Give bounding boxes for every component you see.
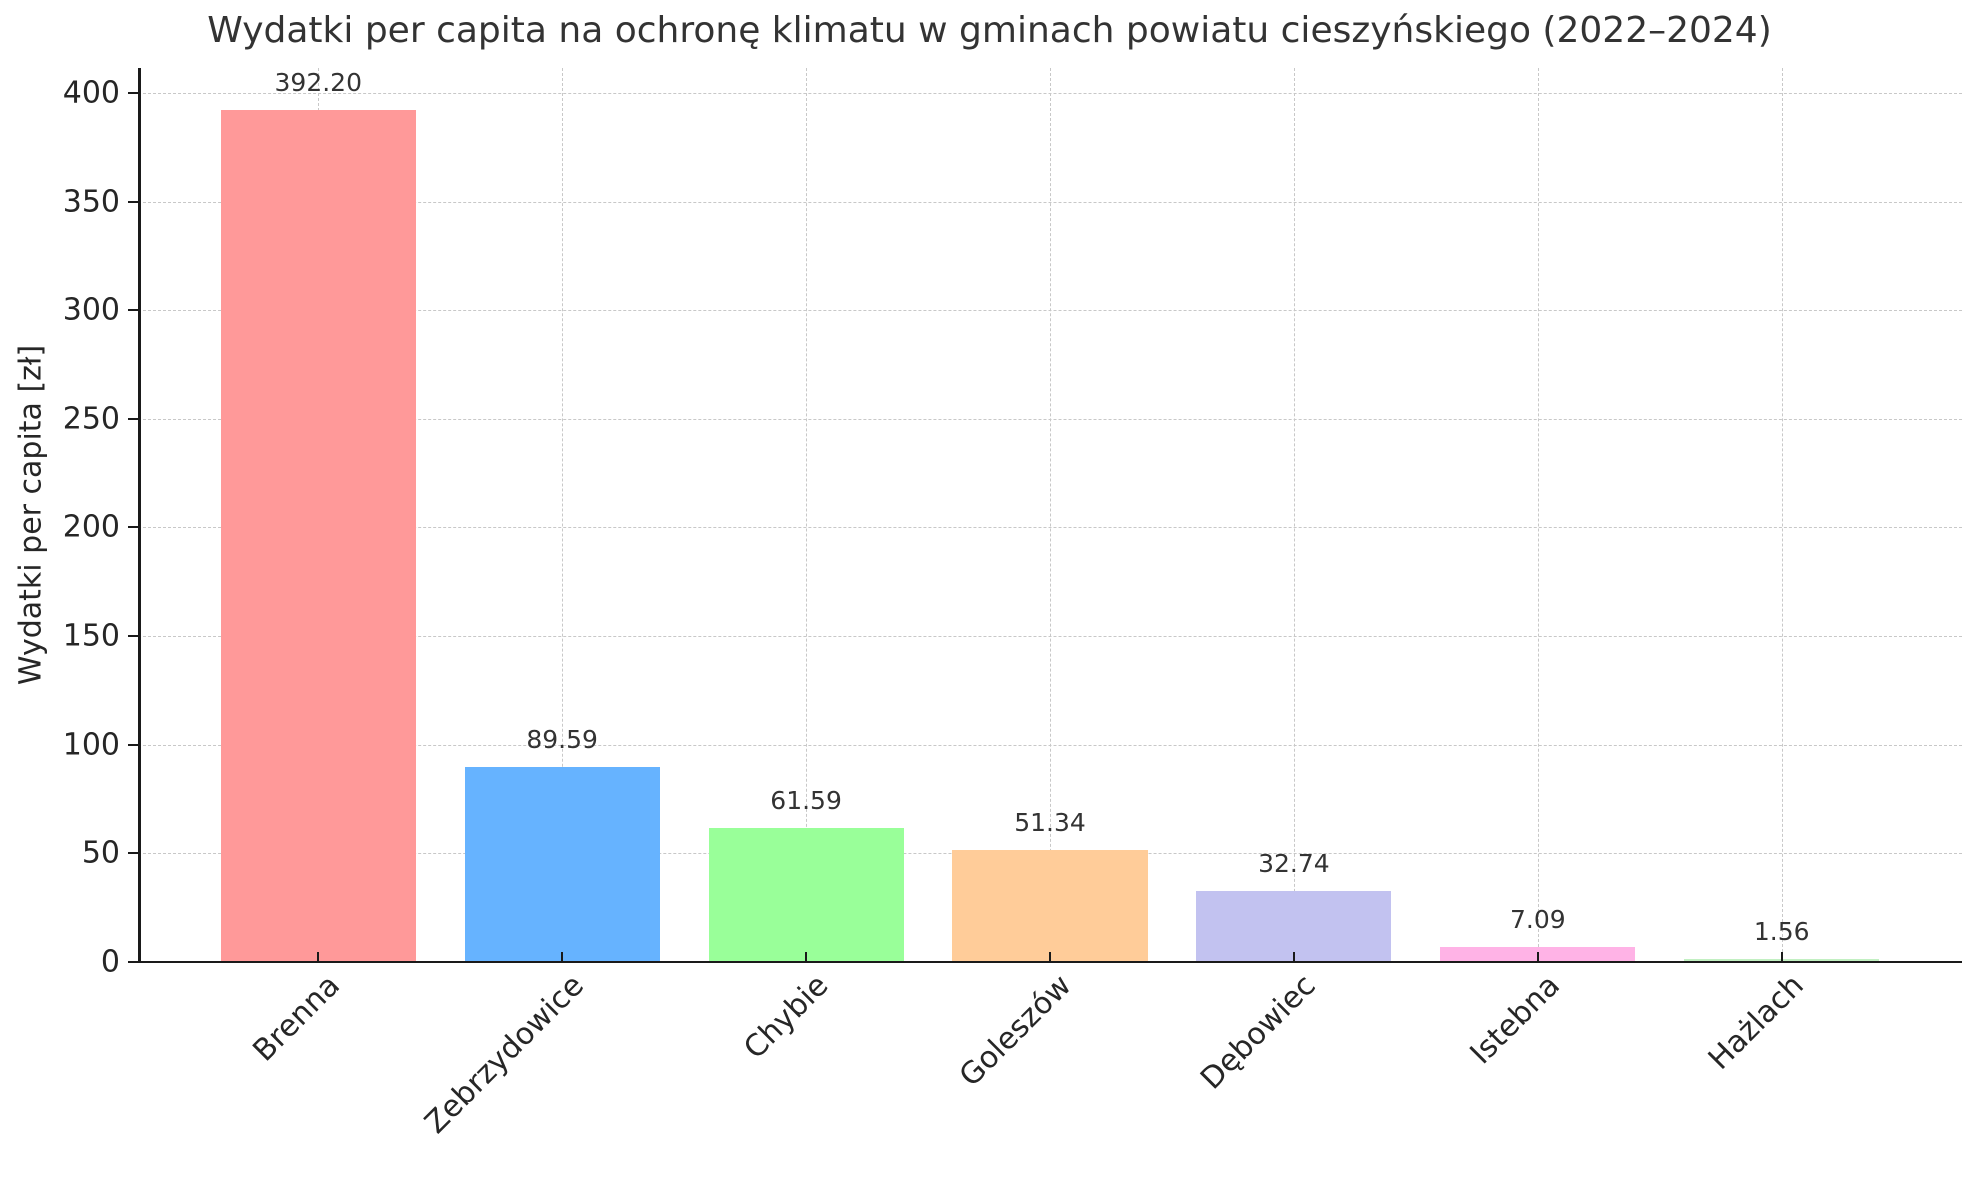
y-tick-label: 100	[62, 727, 120, 763]
x-tick-mark	[805, 952, 808, 962]
y-tick-label: 150	[62, 618, 120, 654]
x-tick-label: Istebna	[1463, 968, 1567, 1072]
y-tick-mark	[128, 852, 138, 855]
gridline-vertical	[562, 68, 564, 962]
x-tick-mark	[1292, 952, 1295, 962]
bar-goleszów	[952, 850, 1148, 962]
y-tick-mark	[128, 961, 138, 963]
bar-value-label: 7.09	[1509, 904, 1566, 934]
x-tick-label: Hażlach	[1701, 968, 1811, 1077]
y-tick-label: 300	[62, 292, 120, 328]
bar-value-label: 51.34	[1014, 808, 1086, 838]
x-tick-mark	[1780, 952, 1783, 962]
x-tick-mark	[1536, 952, 1539, 962]
y-tick-mark	[128, 91, 138, 94]
gridline-vertical	[1293, 68, 1295, 962]
gridline-vertical	[1537, 68, 1539, 962]
x-tick-mark	[317, 952, 320, 962]
y-tick-mark	[128, 635, 138, 638]
bar-dębowiec	[1196, 890, 1392, 962]
bar-chybie	[708, 828, 904, 962]
y-tick-label: 250	[62, 401, 120, 437]
y-axis-line	[138, 68, 141, 962]
x-tick-label: Zebrzydowice	[418, 968, 591, 1141]
y-tick-label: 0	[100, 944, 120, 980]
gridline-vertical	[806, 68, 808, 962]
y-tick-mark	[128, 200, 138, 203]
x-tick-label: Brenna	[246, 968, 347, 1069]
x-tick-mark	[1049, 952, 1051, 962]
y-tick-label: 400	[62, 75, 120, 111]
x-tick-label: Chybie	[736, 968, 835, 1066]
y-tick-mark	[128, 309, 138, 312]
gridline-vertical	[1781, 68, 1783, 962]
y-tick-mark	[128, 526, 138, 529]
chart-title: Wydatki per capita na ochronę klimatu w …	[207, 10, 1772, 51]
x-tick-label: Dębowiec	[1194, 968, 1323, 1097]
bar-value-label: 392.20	[274, 67, 362, 97]
y-tick-mark	[128, 743, 138, 746]
bar-value-label: 32.74	[1258, 848, 1330, 878]
x-tick-label: Goleszów	[953, 968, 1079, 1094]
bar-value-label: 61.59	[770, 786, 842, 816]
x-tick-mark	[561, 952, 564, 962]
bar-value-label: 89.59	[526, 725, 598, 755]
y-tick-label: 200	[62, 509, 120, 545]
y-tick-label: 50	[81, 835, 120, 871]
gridline-vertical	[1050, 68, 1051, 962]
bar-brenna	[220, 109, 416, 962]
bar-value-label: 1.56	[1753, 916, 1810, 946]
y-tick-mark	[128, 417, 138, 420]
y-axis-label: Wydatki per capita [zł]	[13, 344, 49, 686]
plot-area: 392.20 89.59 61.59 51.34 32.74 7.09 1.56 0 50 10…	[63, 67, 1962, 980]
y-tick-label: 350	[62, 184, 120, 220]
bar-zebrzydowice	[464, 767, 660, 962]
